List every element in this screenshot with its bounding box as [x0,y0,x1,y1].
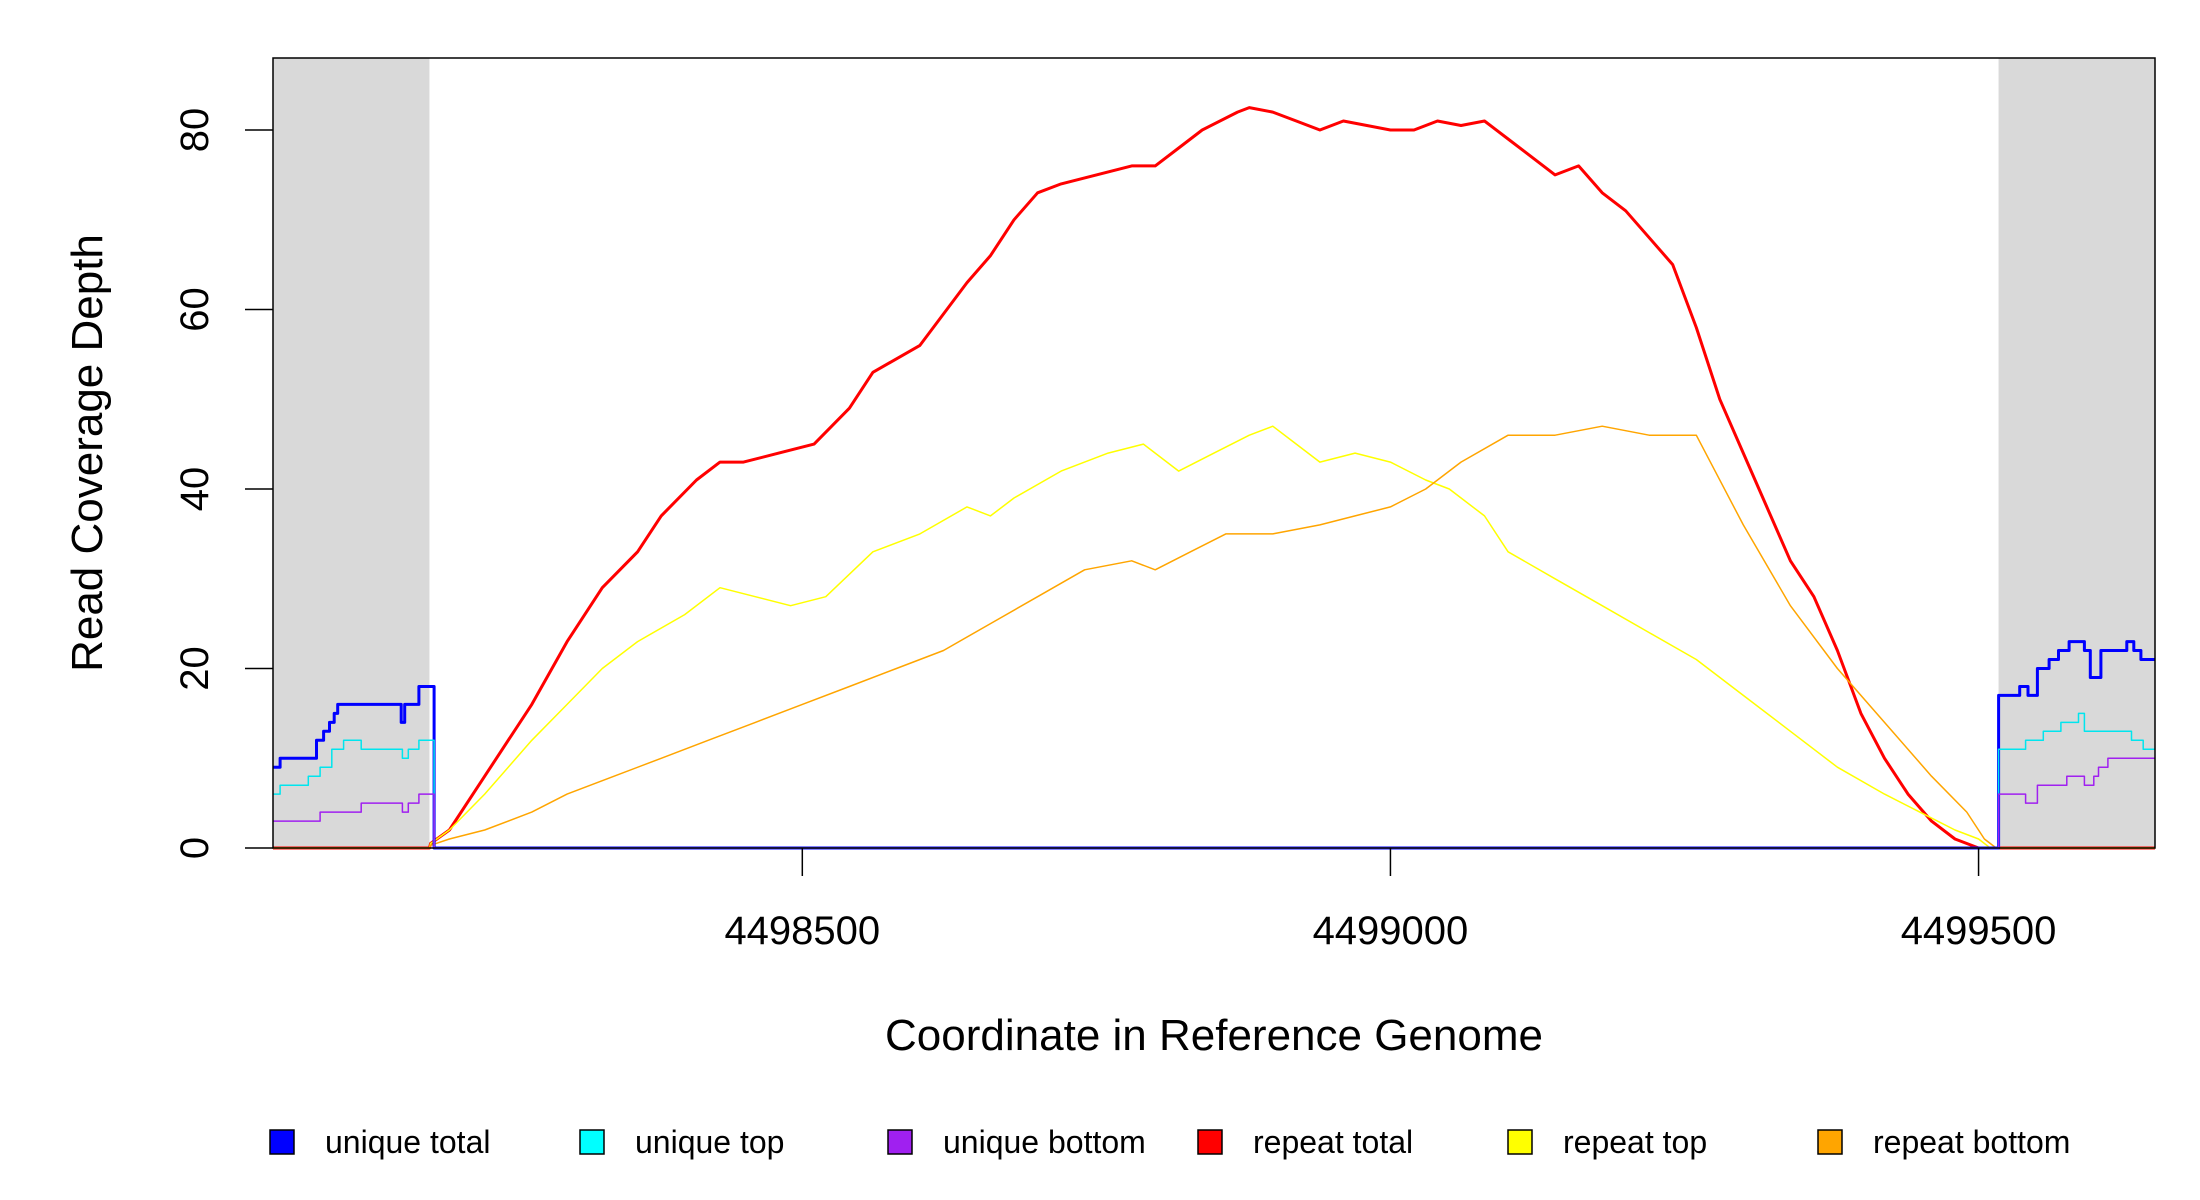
legend-label-unique-top: unique top [635,1124,784,1160]
legend: unique total unique top unique bottom repea… [269,1124,2070,1160]
series-line-unique-top [273,712,2155,849]
y-tick-label: 0 [173,837,217,859]
plot-frame [272,57,2156,849]
x-tick-label: 4499000 [1313,909,1469,953]
y-axis-label: Read Coverage Depth [63,234,112,672]
shaded-region-1 [1998,58,2155,848]
legend-label-repeat-bottom: repeat bottom [1873,1124,2070,1160]
x-tick-label: 4498500 [724,909,880,953]
legend-label-unique-bottom: unique bottom [943,1124,1146,1160]
legend-swatch-repeat-bottom [1817,1129,1843,1155]
y-tick-label: 60 [173,287,217,332]
legend-label-repeat-top: repeat top [1563,1124,1707,1160]
x-axis-label: Coordinate in Reference Genome [885,1011,1543,1060]
legend-swatch-repeat-top [1507,1129,1533,1155]
shaded-region-0 [273,58,430,848]
x-tick-label: 4499500 [1901,909,2057,953]
legend-label-unique-total: unique total [325,1124,490,1160]
legend-swatch-unique-bottom [887,1129,913,1155]
legend-swatch-unique-top [579,1129,605,1155]
y-tick-label: 80 [173,108,217,153]
series-line-repeat-bottom [273,425,2155,849]
series-lines [273,106,2155,850]
legend-swatch-unique-total [269,1129,295,1155]
y-tick-label: 20 [173,646,217,691]
series-line-unique-total [273,640,2155,850]
y-axis: 0 20 40 60 80 [173,108,273,859]
shaded-regions [273,58,2155,848]
series-line-repeat-total [273,106,2155,850]
legend-swatch-repeat-total [1197,1129,1223,1155]
legend-label-repeat-total: repeat total [1253,1124,1413,1160]
series-line-repeat-top [273,425,2155,849]
series-line-unique-bottom [273,757,2155,849]
y-tick-label: 40 [173,467,217,512]
x-axis: 4498500 4499000 4499500 [724,848,2056,953]
